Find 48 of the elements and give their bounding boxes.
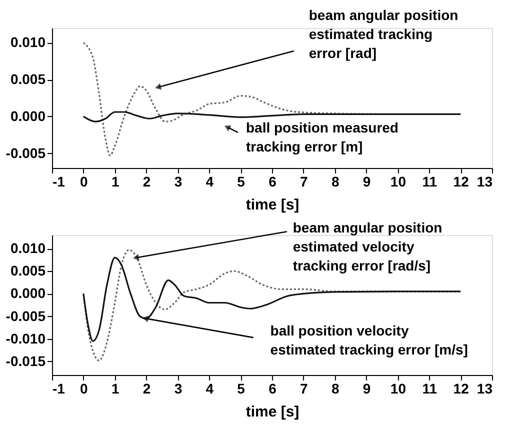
x-tick-label: 9 — [362, 174, 371, 190]
x-axis-title: time [s] — [246, 196, 300, 214]
x-tick-label: 7 — [300, 174, 308, 190]
x-tick-label: 2 — [142, 380, 151, 396]
x-tick-label: 8 — [331, 174, 340, 190]
x-tick-label: 1 — [111, 380, 120, 396]
x-tick-label: 0 — [80, 174, 88, 190]
x-tick-label: 6 — [268, 174, 277, 190]
x-tick-label: 4 — [206, 380, 214, 396]
annotation: ball position measured tracking error [m] — [246, 119, 398, 154]
x-tick-label: 3 — [174, 174, 182, 190]
x-tick-label: -1 — [52, 174, 66, 190]
x-tick-label: 13 — [476, 174, 493, 190]
y-tick-label: 0.010 — [10, 240, 46, 256]
line-series — [82, 111, 462, 122]
x-axis-title: time [s] — [246, 404, 300, 420]
y-tick-label: -0.005 — [6, 308, 46, 324]
y-tick-label: -0.005 — [6, 144, 46, 161]
x-tick-label: 4 — [206, 174, 214, 190]
x-tick-label: 8 — [331, 380, 340, 396]
x-tick-label: 10 — [390, 174, 406, 190]
x-tick-label: 13 — [476, 380, 493, 396]
x-tick-label: -1 — [52, 380, 66, 396]
x-tick-label: 2 — [142, 174, 151, 190]
x-tick-label: 7 — [300, 380, 308, 396]
y-tick-label: 0.010 — [10, 34, 46, 50]
annotation: beam angular position estimated tracking error [rad] — [308, 6, 458, 61]
x-tick-label: 10 — [390, 380, 406, 396]
x-tick-label: 12 — [453, 380, 470, 396]
x-tick-label: 5 — [237, 174, 246, 190]
x-tick-label: 11 — [422, 380, 438, 396]
x-tick-label: 6 — [268, 380, 277, 396]
annotation: ball position velocity estimated tracking error [m/s] — [270, 322, 468, 358]
x-tick-label: 5 — [237, 380, 246, 396]
y-tick-label: -0.010 — [6, 330, 46, 346]
x-tick-label: 9 — [362, 380, 371, 396]
x-tick-label: 12 — [453, 174, 470, 190]
y-tick-label: 0.005 — [10, 262, 46, 279]
y-tick-label: -0.015 — [6, 352, 46, 369]
x-tick-label: 0 — [80, 380, 88, 396]
y-tick-label: 0.000 — [10, 285, 46, 302]
y-tick-label: 0.005 — [10, 71, 46, 88]
annotation: beam angular position estimated velocity tracking error [rad/s] — [292, 220, 442, 274]
x-tick-label: 1 — [111, 174, 120, 190]
x-tick-label: 11 — [422, 174, 438, 190]
x-tick-label: 3 — [174, 380, 182, 396]
line-series — [82, 256, 462, 342]
y-tick-label: 0.000 — [10, 108, 46, 124]
